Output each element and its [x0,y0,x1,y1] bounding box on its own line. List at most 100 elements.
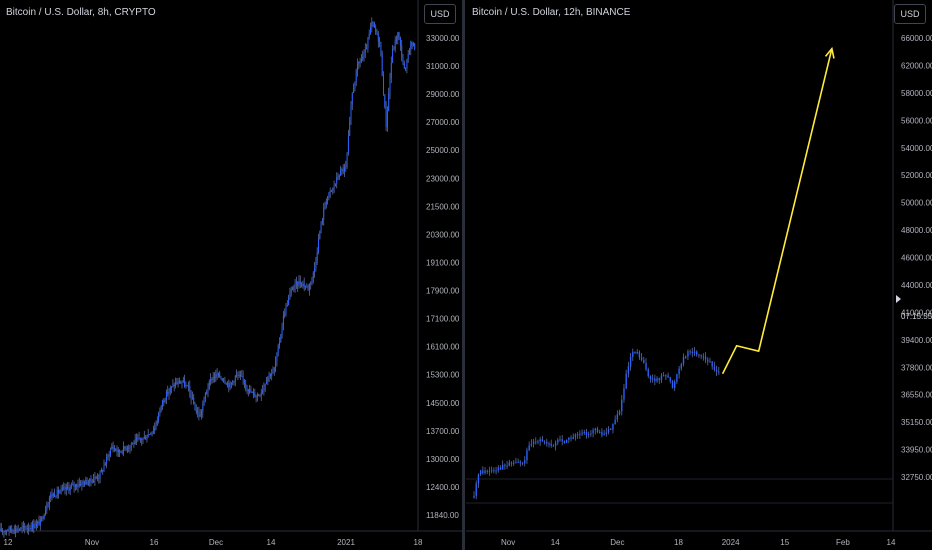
candle-body [550,443,552,446]
candle-body [521,462,524,464]
left-currency-button[interactable]: USD [424,4,456,24]
price-tick-label: 44000.00 [901,281,932,290]
right-chart-pane[interactable]: 66000.00 62000.00 58000.00 56000.00 54000.00… [466,0,932,550]
candle-body [110,449,111,456]
candle-body [574,434,577,437]
candle-body [660,375,663,381]
right-chart-title: Bitcoin / U.S. Dollar, 12h, BINANCE [472,7,631,18]
candle-body [15,528,17,532]
candle-body [275,361,277,369]
candle-body [386,110,388,128]
candle-body [35,523,37,527]
candle-body [43,515,45,519]
candle-body [223,380,225,382]
candle-body [377,33,379,42]
candle-body [145,436,147,440]
candle-body [656,378,658,382]
candle-body [355,70,357,83]
bar-countdown-label: 07:15:55 [901,312,932,321]
candle-body [78,483,80,486]
candle-body [393,48,395,50]
candle-body [225,383,227,385]
candle-body [334,183,336,187]
candle-body [360,58,362,62]
left-chart-pane[interactable]: 33000.00 31000.00 29000.00 27000.00 25000.00… [0,0,466,550]
candle-body [99,472,101,478]
candle-body [406,59,408,69]
price-tick-label: 50000.00 [901,199,932,208]
left-candlestick-chart[interactable]: 33000.00 31000.00 29000.00 27000.00 25000.00… [0,0,462,550]
candle-body [629,356,632,367]
candle-body [643,359,645,364]
candle-body [546,442,548,444]
candle-body [306,286,308,288]
candle-body [501,464,504,470]
candle-body [117,449,119,453]
candle-body [298,281,300,286]
candle-body [68,487,70,491]
candle-body [539,439,541,442]
candle-body [245,383,247,386]
price-tick-label: 66000.00 [901,34,932,43]
price-tick-label: 32750.00 [901,473,932,482]
candle-body [33,523,35,528]
candle-body [95,477,97,479]
candle-body [211,379,213,381]
candle-body [195,410,197,412]
candle-body [175,382,176,387]
candle-body [364,49,366,53]
candle-body [46,507,48,511]
candle-body [134,439,136,444]
candle-body [3,531,5,533]
candle-body [341,169,343,171]
candle-body [535,441,537,443]
candle-body [515,462,517,464]
candle-body [362,56,364,59]
candle-body [142,438,144,441]
candle-body [397,32,399,40]
candle-body [329,190,331,193]
candle-body [636,351,638,354]
price-tick-label: 29000.00 [426,90,460,99]
pane-divider[interactable] [462,0,465,550]
candle-body [324,204,326,209]
candle-body [155,424,157,428]
candle-body [217,372,219,376]
candle-body [6,530,7,532]
candle-body [0,528,1,531]
time-tick-label: 2024 [722,538,740,547]
price-tick-label: 37800.00 [901,363,932,372]
candle-body [128,447,130,449]
candle-body [191,397,193,399]
candle-body [268,373,270,377]
candle-body [704,356,707,360]
candle-body [21,527,23,529]
candle-body [13,531,15,533]
candle-body [172,384,174,387]
candle-body [85,479,87,485]
time-tick-label: 15 [780,538,789,547]
candle-body [508,462,511,466]
candle-body [526,450,528,461]
candle-body [219,372,221,378]
candle-body [473,495,475,498]
candle-body [372,21,374,23]
right-candlestick-chart[interactable]: 66000.00 62000.00 58000.00 56000.00 54000.00… [466,0,932,550]
candle-body [411,41,413,47]
projection-line [721,48,833,375]
time-tick-label: 14 [551,538,560,547]
candle-body [698,354,700,356]
candle-body [709,361,711,363]
candle-body [139,437,141,440]
price-tick-label: 19100.00 [426,258,460,267]
candle-body [259,395,261,397]
right-currency-button[interactable]: USD [894,4,926,24]
candle-body [398,32,400,38]
candle-body [297,281,299,286]
candle-body [354,82,356,89]
candle-body [673,381,676,388]
candle-body [246,385,248,390]
time-tick-label: 18 [674,538,683,547]
candle-body [634,352,636,354]
candle-body [160,405,162,408]
